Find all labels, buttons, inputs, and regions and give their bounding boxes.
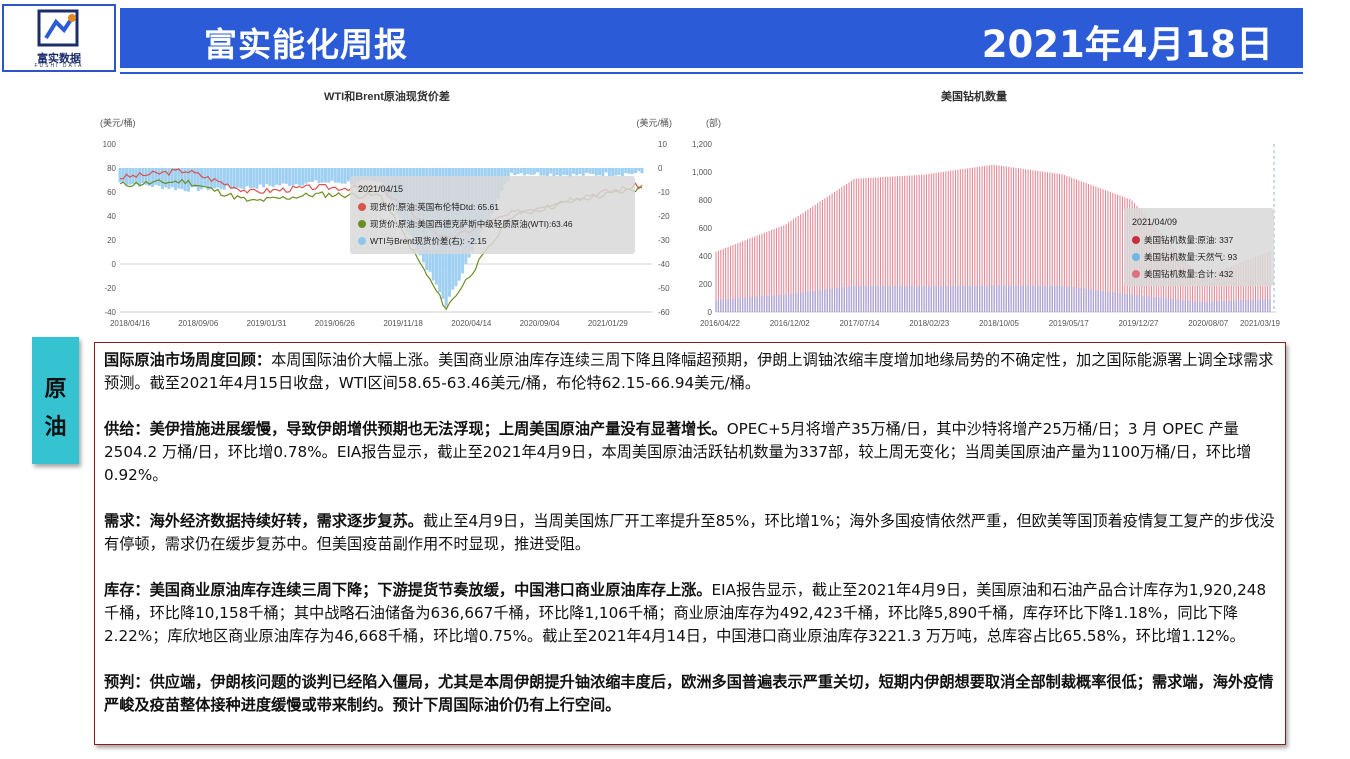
wti-brent-chart: WTI和Brent原油现货价差 (美元/桶) (美元/桶) 1008060402… [100, 89, 673, 328]
tooltip-item-oil: 美国钻机数量:原油: 337 [1144, 235, 1234, 245]
x-tick-label: 2020/09/04 [520, 319, 561, 328]
report-date: 2021年4月18日 [981, 23, 1273, 66]
paragraph-heading: 国际原油市场周度回顾： [104, 351, 272, 369]
x-tick-label: 2020/08/07 [1188, 319, 1229, 328]
paragraph-market-review: 国际原油市场周度回顾：本周国际油价大幅上涨。美国商业原油库存连续三周下降且降幅超… [104, 349, 1276, 395]
x-tick-label: 2016/04/22 [700, 319, 741, 328]
chart-title: 美国钻机数量 [941, 89, 1007, 103]
logo-mark-icon [37, 9, 79, 47]
paragraph-body: 本周国际油价大幅上涨。美国商业原油库存连续三周下降且降幅超预期，伊朗上调铀浓缩丰… [104, 351, 1274, 392]
y2-tick-label: -30 [658, 236, 670, 245]
y-axis-unit: (部) [706, 117, 721, 128]
paragraph-body: OPEC+5月将增产35万桶/日，其中沙特将增产25万桶/日；3 月 OPEC … [104, 420, 1252, 484]
paragraph-outlook: 预判：供应端，伊朗核问题的谈判已经陷入僵局，尤其是本周伊朗提升铀浓缩丰度后，欧洲… [104, 671, 1276, 717]
y-tick-label: 400 [699, 252, 713, 261]
tooltip-item-brent: 现货价:原油:英国布伦特Dtd: 65.61 [370, 202, 499, 212]
chart-tooltip: 2021/04/09 美国钻机数量:原油: 337 美国钻机数量:天然气: 93… [1124, 208, 1274, 286]
chart-tooltip: 2021/04/15 现货价:原油:英国布伦特Dtd: 65.61 现货价:原油… [350, 176, 635, 254]
x-tick-label: 2021/03/19 [1240, 319, 1281, 328]
tooltip-date: 2021/04/15 [358, 184, 403, 194]
y-tick-label: 800 [699, 196, 713, 205]
y-tick-label: 100 [103, 140, 117, 149]
y-tick-label: 20 [107, 236, 116, 245]
y-tick-label: -40 [104, 308, 116, 317]
x-tick-label: 2021/01/29 [588, 319, 629, 328]
header-bar: 富实能化周报 2021年4月18日 [120, 8, 1303, 68]
y-tick-label: 200 [699, 280, 713, 289]
paragraph-body: EIA报告显示，截止至2021年4月9日，美国原油和石油产品合计库存为1,920… [104, 581, 1267, 645]
y-tick-label: 60 [107, 188, 116, 197]
x-tick-label: 2019/12/27 [1118, 319, 1159, 328]
paragraph-heading: 库存：美国商业原油库存连续三周下降；下游提货节奏放缓，中国港口商业原油库存上涨。 [104, 581, 712, 599]
x-tick-label: 2020/04/14 [451, 319, 492, 328]
paragraph-heading: 供给：美伊措施进展缓慢，导致伊朗增供预期也无法浮现；上周美国原油产量没有显著增长… [104, 420, 727, 438]
x-tick-label: 2018/02/23 [909, 319, 950, 328]
y-tick-label: 0 [112, 260, 117, 269]
page-title: 富实能化周报 [204, 25, 408, 64]
y-tick-label: 0 [708, 308, 713, 317]
y2-tick-label: -50 [658, 284, 670, 293]
y-tick-label: -20 [104, 284, 116, 293]
section-tab-char: 油 [44, 415, 67, 440]
y2-tick-label: -20 [658, 212, 670, 221]
x-tick-label: 2018/04/16 [110, 319, 151, 328]
left-axis-unit: (美元/桶) [100, 117, 136, 128]
y-tick-label: 1,000 [692, 168, 713, 177]
chart-title: WTI和Brent原油现货价差 [324, 89, 450, 103]
y2-tick-label: -60 [658, 308, 670, 317]
paragraph-body: 截止至4月9日，当周美国炼厂开工率提升至85%，环比增1%；海外多国疫情依然严重… [104, 512, 1275, 553]
tooltip-item-gas: 美国钻机数量:天然气: 93 [1144, 252, 1237, 262]
logo-subtext: FUSHI DATA [34, 63, 84, 69]
company-logo: 富实数据 FUSHI DATA [2, 4, 116, 72]
x-tick-label: 2017/07/14 [839, 319, 880, 328]
x-tick-label: 2016/12/02 [770, 319, 811, 328]
x-tick-label: 2019/06/26 [315, 319, 356, 328]
header-divider [120, 72, 1303, 74]
tooltip-item-spread: WTI与Brent现货价差(右): -2.15 [370, 236, 487, 246]
tooltip-item-total: 美国钻机数量:合计: 432 [1144, 269, 1234, 279]
section-tab-char: 原 [44, 377, 67, 402]
paragraph-inventory: 库存：美国商业原油库存连续三周下降；下游提货节奏放缓，中国港口商业原油库存上涨。… [104, 579, 1276, 648]
section-tab-crude-oil: 原 油 [32, 337, 79, 464]
y-tick-label: 80 [107, 164, 116, 173]
paragraph-demand: 需求：海外经济数据持续好转，需求逐步复苏。截止至4月9日，当周美国炼厂开工率提升… [104, 510, 1276, 556]
x-tick-label: 2019/01/31 [247, 319, 288, 328]
x-tick-label: 2018/10/05 [979, 319, 1020, 328]
y2-tick-label: 0 [658, 164, 663, 173]
right-axis-unit: (美元/桶) [637, 117, 673, 128]
logo-text: 富实数据 [37, 52, 81, 65]
tooltip-item-wti: 现货价:原油:美国西德克萨斯中级轻质原油(WTI):63.46 [370, 219, 573, 229]
tooltip-date: 2021/04/09 [1132, 217, 1177, 227]
y2-tick-label: -40 [658, 260, 670, 269]
paragraph-heading: 预判：供应端，伊朗核问题的谈判已经陷入僵局，尤其是本周伊朗提升铀浓缩丰度后，欧洲… [104, 673, 1274, 714]
y-tick-label: 1,200 [692, 140, 713, 149]
us-rig-count-chart: 美国钻机数量 (部) 1,200 1,000 800 600 400 200 0 2016/… [692, 89, 1281, 328]
y2-tick-label: 10 [658, 140, 667, 149]
y-tick-label: 600 [699, 224, 713, 233]
weekly-commentary: 国际原油市场周度回顾：本周国际油价大幅上涨。美国商业原油库存连续三周下降且降幅超… [94, 342, 1286, 745]
x-tick-label: 2019/11/18 [383, 319, 423, 328]
x-tick-label: 2019/05/17 [1049, 319, 1090, 328]
y2-tick-label: -10 [658, 188, 670, 197]
paragraph-heading: 需求：海外经济数据持续好转，需求逐步复苏。 [104, 512, 423, 530]
x-tick-label: 2018/09/06 [178, 319, 219, 328]
y-tick-label: 40 [107, 212, 116, 221]
paragraph-supply: 供给：美伊措施进展缓慢，导致伊朗增供预期也无法浮现；上周美国原油产量没有显著增长… [104, 418, 1276, 487]
